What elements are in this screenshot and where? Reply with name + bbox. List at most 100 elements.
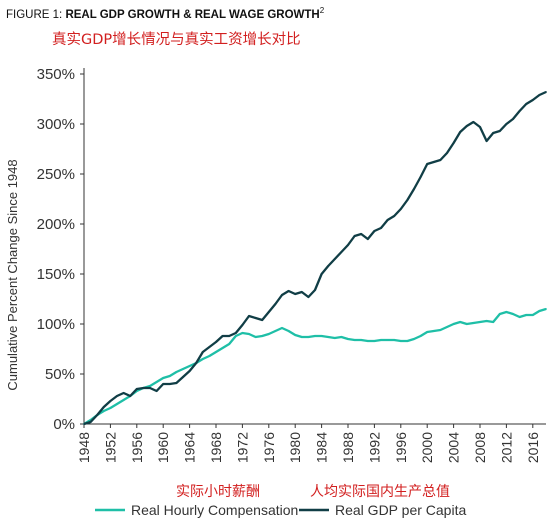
x-tick-label: 1988 <box>340 432 356 463</box>
y-tick-label: 350% <box>37 66 75 83</box>
x-tick-label: 2016 <box>525 432 541 463</box>
data-point <box>439 159 442 161</box>
data-point <box>360 339 363 341</box>
data-point <box>545 91 547 93</box>
data-point <box>267 333 270 335</box>
data-point <box>300 336 303 338</box>
data-point <box>399 208 402 210</box>
data-point <box>439 329 442 331</box>
data-point <box>373 230 376 232</box>
data-point <box>155 390 158 392</box>
data-point <box>109 407 112 409</box>
data-point <box>234 335 237 337</box>
data-point <box>102 410 105 412</box>
data-point <box>208 346 211 348</box>
data-point <box>248 333 250 335</box>
data-point <box>274 330 277 332</box>
data-point <box>505 123 508 125</box>
data-point <box>538 310 541 312</box>
legend-label-0: Real Hourly Compensation <box>131 502 298 518</box>
y-tick-label: 250% <box>37 166 75 183</box>
data-point <box>347 338 349 340</box>
data-point <box>432 330 435 332</box>
data-point <box>327 265 330 267</box>
data-point <box>406 199 409 201</box>
data-point <box>122 399 125 401</box>
data-point <box>182 368 184 370</box>
data-point <box>373 340 376 342</box>
data-point <box>241 332 244 334</box>
data-point <box>380 227 382 229</box>
data-point <box>267 311 270 313</box>
data-point <box>333 258 336 260</box>
x-tick-label: 1952 <box>102 432 118 463</box>
x-tick-label: 2008 <box>472 432 488 463</box>
series-line-0 <box>83 307 547 425</box>
subtitle-cn: 真实GDP增长情况与真实工资增长对比 <box>52 32 301 48</box>
data-point <box>109 400 112 402</box>
figure-title-text: REAL GDP GROWTH & REAL WAGE GROWTH <box>65 8 320 21</box>
y-axis-title: Cumulative Percent Change Since 1948 <box>5 159 20 390</box>
data-point <box>479 126 481 128</box>
data-point <box>406 340 409 342</box>
data-point <box>162 383 165 385</box>
data-point <box>452 142 455 144</box>
data-point <box>215 351 217 353</box>
y-tick-label: 300% <box>37 116 75 133</box>
data-point <box>287 330 290 332</box>
x-tick-label: 1972 <box>234 432 250 463</box>
data-point <box>531 314 534 316</box>
data-point <box>413 338 415 340</box>
data-point <box>116 403 118 405</box>
data-point <box>446 152 448 154</box>
data-point <box>340 251 343 253</box>
y-tick-label: 0% <box>53 416 75 433</box>
x-tick-label: 1980 <box>287 432 303 463</box>
figure-title-superscript: 2 <box>319 6 325 15</box>
data-point <box>333 337 336 339</box>
data-point <box>188 365 191 367</box>
data-point <box>201 358 204 360</box>
y-tick-label: 200% <box>37 216 75 233</box>
data-point <box>182 376 184 378</box>
data-point <box>287 290 290 292</box>
x-tick-label: 2004 <box>446 432 462 463</box>
data-point <box>432 161 435 163</box>
data-point <box>307 336 310 338</box>
data-point <box>492 321 495 323</box>
gdp-label-cn: 人均实际国内生产总值 <box>310 484 450 500</box>
data-point <box>518 110 521 112</box>
data-point <box>188 370 191 372</box>
x-tick-label: 1992 <box>366 432 382 463</box>
data-point <box>195 362 198 364</box>
data-point <box>129 395 132 397</box>
data-point <box>505 311 508 313</box>
data-point <box>459 131 462 133</box>
data-point <box>201 351 204 353</box>
data-point <box>248 315 250 317</box>
data-point <box>175 382 178 384</box>
data-point <box>538 94 541 96</box>
data-point <box>366 340 369 342</box>
data-point <box>314 289 316 291</box>
data-point <box>353 339 356 341</box>
data-point <box>96 414 99 416</box>
data-point <box>525 314 528 316</box>
x-tick-label: 1968 <box>208 432 224 463</box>
data-point <box>221 347 224 349</box>
data-point <box>459 321 462 323</box>
data-point <box>261 319 264 321</box>
data-point <box>518 316 521 318</box>
x-tick-label: 1996 <box>393 432 409 463</box>
y-tick-label: 50% <box>45 366 75 383</box>
data-point <box>155 381 158 383</box>
data-point <box>393 215 396 217</box>
data-point <box>512 118 514 120</box>
data-point <box>386 219 389 221</box>
data-point <box>254 336 257 338</box>
data-point <box>545 308 547 310</box>
legend: Real Hourly Compensation Real GDP per Cap… <box>95 502 466 518</box>
data-point <box>142 387 145 389</box>
y-tick-label: 100% <box>37 316 75 333</box>
data-point <box>512 313 514 315</box>
